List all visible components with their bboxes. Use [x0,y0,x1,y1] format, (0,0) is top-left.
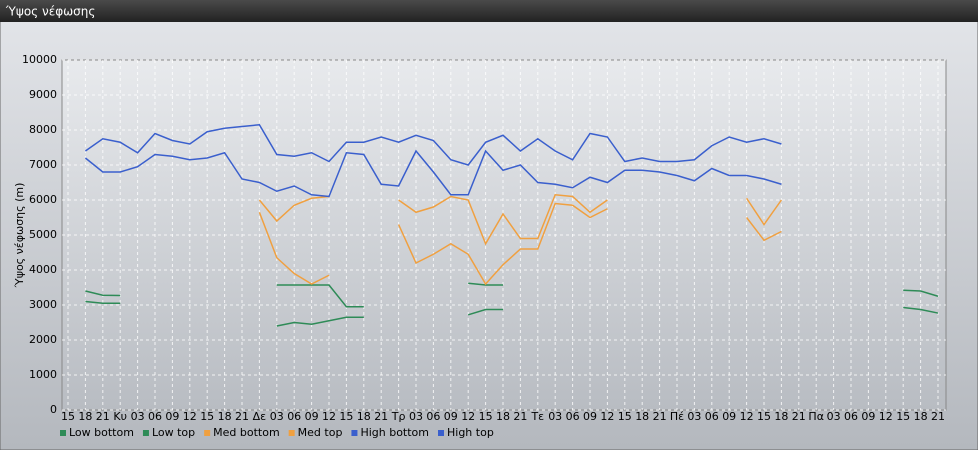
x-tick-label: Πα [808,410,824,423]
legend-swatch [142,430,149,436]
chart-title: Ύψος νέφωσης [5,5,95,19]
series-line [258,193,783,246]
x-tick-label: 03 [548,410,562,423]
x-tick-label: 03 [687,410,701,423]
x-tick-label: 12 [322,410,336,423]
x-tick-label: 21 [792,410,806,423]
y-tick-label: 8000 [29,123,57,136]
x-tick-label: 06 [426,410,440,423]
legend-label: Med bottom [213,426,280,439]
y-tick-label: 9000 [29,88,57,101]
x-tick-label: 03 [270,410,284,423]
y-tick-label: 2000 [29,333,57,346]
x-tick-label: 18 [635,410,649,423]
x-tick-label: 06 [148,410,162,423]
x-tick-label: 06 [566,410,580,423]
legend-label: High top [447,426,494,439]
x-tick-label: Τε [530,410,544,423]
x-tick-label: 09 [165,410,179,423]
x-tick-label: 15 [618,410,632,423]
x-tick-label: 21 [96,410,110,423]
x-tick-label: 15 [757,410,771,423]
y-tick-label: 1000 [29,368,57,381]
x-tick-label: Δε [253,410,267,423]
series-line [258,202,782,286]
x-tick-label: 03 [131,410,145,423]
x-tick-label: 12 [183,410,197,423]
title-bar [0,0,978,22]
x-tick-label: 06 [844,410,858,423]
x-tick-label: 21 [653,410,667,423]
x-tick-label: Πέ [670,410,684,423]
y-tick-label: 4000 [29,263,57,276]
x-tick-label: 21 [931,410,945,423]
x-tick-label: 09 [861,410,875,423]
legend-label: Low bottom [69,426,134,439]
legend-swatch [438,430,444,436]
y-tick-label: 3000 [29,298,57,311]
x-tick-label: 15 [61,410,75,423]
x-tick-label: 18 [78,410,92,423]
x-tick-label: 21 [235,410,249,423]
x-tick-label: 15 [479,410,493,423]
x-tick-label: 06 [287,410,301,423]
y-tick-label: 0 [50,403,57,416]
legend-label: High bottom [360,426,429,439]
y-axis-label: Ύψος νέφωσης (m) [13,183,26,289]
y-tick-label: 6000 [29,193,57,206]
legend-swatch [204,430,211,436]
y-tick-label: 5000 [29,228,57,241]
series-line [85,300,939,327]
x-tick-label: 18 [914,410,928,423]
x-tick-label: 15 [896,410,910,423]
legend-label: Med top [298,426,343,439]
x-tick-label: 12 [879,410,893,423]
x-tick-label: 03 [409,410,423,423]
x-tick-label: 21 [374,410,388,423]
series-line [84,123,782,166]
x-tick-label: 06 [705,410,719,423]
x-tick-label: 18 [774,410,788,423]
x-tick-label: 15 [339,410,353,423]
x-tick-label: Κυ [113,410,127,423]
x-tick-label: 18 [357,410,371,423]
y-tick-label: 10000 [22,53,57,66]
x-tick-label: 03 [827,410,841,423]
x-tick-label: 09 [722,410,736,423]
y-tick-label: 7000 [29,158,57,171]
x-tick-label: 12 [740,410,754,423]
x-tick-label: 21 [513,410,527,423]
x-tick-label: 09 [583,410,597,423]
legend-label: Low top [152,426,195,439]
legend-swatch [60,430,66,436]
x-tick-label: 12 [600,410,614,423]
legend-swatch [351,430,358,436]
series-line [84,149,782,198]
x-tick-label: 15 [200,410,214,423]
series-line [85,282,939,308]
x-tick-label: 18 [218,410,232,423]
x-tick-label: 09 [305,410,319,423]
x-tick-label: 18 [496,410,510,423]
x-tick-label: Τρ [391,410,406,423]
legend-swatch [288,430,295,436]
x-tick-label: 12 [461,410,475,423]
x-tick-label: 09 [444,410,458,423]
